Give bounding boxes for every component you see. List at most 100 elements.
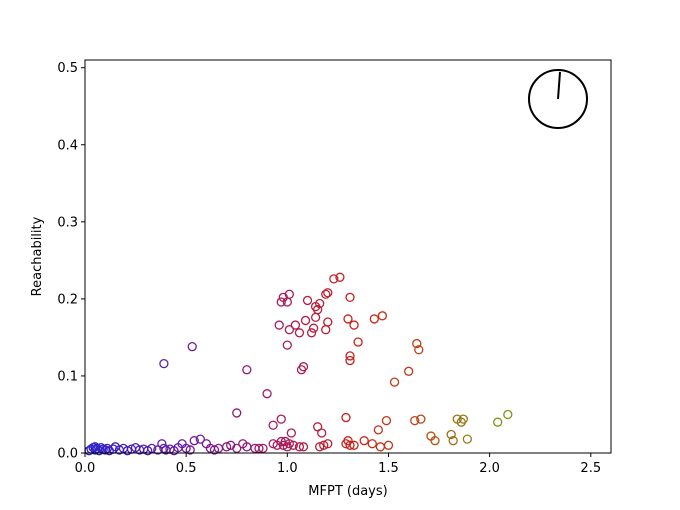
data-point bbox=[345, 355, 355, 366]
data-point bbox=[276, 297, 286, 307]
data-point bbox=[359, 436, 369, 446]
data-point bbox=[367, 439, 377, 449]
data-point bbox=[159, 358, 169, 369]
data-point bbox=[458, 414, 468, 424]
data-point bbox=[446, 429, 456, 440]
data-point bbox=[343, 436, 353, 446]
data-point bbox=[313, 305, 323, 315]
y-tick-label: 0.3 bbox=[57, 215, 78, 230]
data-point bbox=[329, 274, 339, 284]
data-point bbox=[232, 408, 242, 418]
data-point bbox=[294, 442, 305, 452]
data-point bbox=[258, 443, 268, 454]
data-point bbox=[181, 443, 191, 454]
data-point bbox=[276, 414, 286, 424]
data-point bbox=[448, 436, 458, 446]
data-point bbox=[321, 289, 331, 299]
clock-hand-icon bbox=[557, 71, 561, 100]
data-point bbox=[221, 442, 232, 452]
data-point bbox=[300, 315, 311, 326]
data-point bbox=[345, 292, 355, 302]
data-point bbox=[349, 440, 359, 450]
y-tick-label: 0.2 bbox=[57, 292, 78, 307]
y-axis-label: Reachability bbox=[30, 216, 45, 296]
data-point bbox=[377, 311, 388, 321]
data-point bbox=[349, 320, 359, 330]
data-point bbox=[416, 414, 426, 424]
x-tick-label: 0.0 bbox=[75, 461, 96, 476]
y-tick-label: 0.1 bbox=[57, 369, 78, 384]
data-point bbox=[284, 439, 294, 449]
data-point bbox=[306, 328, 317, 338]
data-point bbox=[254, 443, 264, 454]
data-point bbox=[282, 340, 292, 350]
data-point bbox=[430, 436, 440, 446]
y-tick-label: 0.5 bbox=[57, 61, 78, 76]
points-layer bbox=[84, 272, 513, 456]
data-point bbox=[323, 439, 333, 449]
data-point bbox=[341, 412, 351, 423]
data-point bbox=[410, 415, 420, 426]
data-point bbox=[282, 297, 292, 307]
data-point bbox=[187, 342, 197, 352]
data-point bbox=[209, 445, 220, 455]
plot-frame bbox=[84, 59, 612, 454]
data-point bbox=[343, 314, 353, 324]
data-point bbox=[503, 409, 513, 420]
x-tick-label: 2.5 bbox=[580, 461, 601, 476]
x-tick-label: 2.0 bbox=[479, 461, 500, 476]
data-point bbox=[319, 440, 329, 450]
data-point bbox=[345, 351, 355, 361]
data-point bbox=[323, 317, 333, 327]
data-point bbox=[317, 428, 327, 438]
data-point bbox=[290, 320, 301, 330]
data-point bbox=[373, 425, 383, 435]
data-point bbox=[268, 439, 278, 449]
data-point bbox=[493, 417, 503, 427]
x-tick-label: 0.5 bbox=[176, 461, 197, 476]
data-point bbox=[345, 440, 355, 450]
data-point bbox=[412, 338, 422, 349]
data-point bbox=[232, 443, 242, 454]
ticks-layer: 0.0 0.5 1.0 1.5 2.0 2.5 0.0 0.1 0.2 0.3 0.4 0.5 bbox=[57, 61, 601, 476]
data-point bbox=[286, 428, 297, 438]
data-point bbox=[302, 295, 313, 306]
data-point bbox=[284, 325, 294, 335]
data-point bbox=[268, 420, 278, 430]
data-point bbox=[381, 415, 392, 426]
x-tick-label: 1.5 bbox=[378, 461, 399, 476]
data-point bbox=[375, 442, 386, 452]
data-point bbox=[315, 298, 325, 309]
data-point bbox=[323, 288, 333, 298]
data-point bbox=[185, 445, 195, 455]
data-point bbox=[383, 440, 394, 450]
data-point bbox=[195, 434, 205, 444]
data-point bbox=[462, 434, 473, 444]
data-point bbox=[288, 440, 299, 450]
x-tick-label: 1.0 bbox=[277, 461, 298, 476]
data-point bbox=[159, 443, 169, 454]
data-point bbox=[414, 345, 424, 355]
data-point bbox=[308, 323, 319, 333]
data-point bbox=[335, 272, 345, 282]
x-axis-label: MFPT (days) bbox=[308, 484, 387, 499]
data-point bbox=[310, 312, 321, 323]
data-point bbox=[242, 365, 252, 375]
data-point bbox=[274, 320, 284, 330]
data-point bbox=[189, 436, 199, 446]
y-tick-label: 0.0 bbox=[57, 447, 78, 462]
data-point bbox=[298, 362, 309, 372]
data-point bbox=[122, 446, 133, 456]
data-point bbox=[298, 442, 309, 452]
y-tick-label: 0.4 bbox=[57, 138, 78, 153]
data-point bbox=[321, 325, 331, 335]
data-point bbox=[404, 366, 414, 376]
data-point bbox=[147, 443, 157, 454]
data-point bbox=[262, 389, 272, 399]
data-point bbox=[315, 442, 325, 452]
data-point bbox=[353, 337, 363, 347]
clock-face-icon bbox=[528, 69, 588, 129]
data-point bbox=[369, 314, 379, 324]
clock-inset bbox=[528, 69, 588, 129]
